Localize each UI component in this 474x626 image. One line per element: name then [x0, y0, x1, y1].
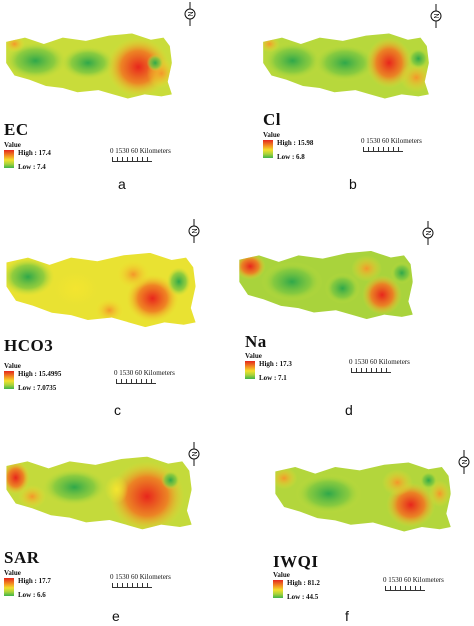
svg-text:N: N	[434, 13, 441, 18]
choropleth-map	[263, 33, 429, 99]
legend-high: High : 17.7	[18, 577, 51, 585]
scale-ticks	[351, 368, 391, 373]
legend-high: High : 15.4995	[18, 370, 62, 378]
panel-letter: c	[114, 402, 121, 418]
choropleth-map	[275, 462, 451, 532]
north-arrow-icon: N	[187, 219, 201, 243]
scale-bar: 0 1530 60 Kilometers	[383, 576, 444, 591]
map-panel-iwqi: N IWQI Value High : 81.2 Low : 44.5 0 15…	[237, 418, 474, 626]
map-title: HCO3	[4, 336, 54, 355]
color-ramp	[245, 361, 255, 379]
svg-text:N: N	[426, 230, 433, 235]
north-arrow-icon: N	[429, 4, 443, 28]
legend-value-label: Value	[273, 571, 290, 579]
svg-text:N: N	[188, 11, 195, 16]
legend-high: High : 81.2	[287, 579, 320, 587]
scale-text: 0 1530 60 Kilometers	[110, 147, 171, 155]
svg-text:N: N	[192, 451, 199, 456]
legend-value-label: Value	[263, 131, 280, 139]
map-panel-cl: N Cl Value High : 15.98 Low : 6.8 0 1530…	[237, 0, 474, 209]
legend-low: Low : 7.4	[18, 163, 46, 171]
map-panel-sar: N SAR Value High : 17.7 Low : 6.6 0 1530…	[0, 418, 237, 626]
north-arrow-icon: N	[457, 450, 471, 474]
scale-bar: 0 1530 60 Kilometers	[349, 358, 410, 373]
choropleth-map	[6, 33, 172, 99]
color-ramp	[4, 578, 14, 596]
scale-ticks	[112, 583, 152, 588]
panel-letter: d	[345, 402, 353, 418]
north-arrow-icon: N	[187, 442, 201, 466]
legend: Value High : 17.7 Low : 6.6	[4, 569, 74, 601]
map-title: SAR	[4, 548, 40, 567]
svg-text:N: N	[462, 459, 469, 464]
map-title: IWQI	[273, 552, 319, 571]
map-title: EC	[4, 120, 29, 139]
legend: Value High : 17.3 Low : 7.1	[245, 352, 315, 384]
color-ramp	[263, 140, 273, 158]
scale-text: 0 1530 60 Kilometers	[110, 573, 171, 581]
choropleth-map	[6, 252, 196, 328]
legend-high: High : 17.3	[259, 360, 292, 368]
legend-low: Low : 6.8	[277, 153, 305, 161]
scale-ticks	[116, 379, 156, 384]
map-panel-na: N Na Value High : 17.3 Low : 7.1 0 1530 …	[237, 209, 474, 418]
legend-low: Low : 7.1	[259, 374, 287, 382]
scale-bar: 0 1530 60 Kilometers	[361, 137, 422, 152]
panel-letter: f	[345, 608, 349, 624]
color-ramp	[273, 580, 283, 598]
scale-text: 0 1530 60 Kilometers	[361, 137, 422, 145]
legend-value-label: Value	[4, 141, 21, 149]
scale-bar: 0 1530 60 Kilometers	[110, 147, 171, 162]
legend-value-label: Value	[4, 569, 21, 577]
legend-value-label: Value	[245, 352, 262, 360]
scale-bar: 0 1530 60 Kilometers	[110, 573, 171, 588]
choropleth-map	[239, 250, 413, 320]
legend-low: Low : 6.6	[18, 591, 46, 599]
scale-bar: 0 1530 60 Kilometers	[114, 369, 175, 384]
svg-text:N: N	[192, 228, 199, 233]
legend-low: Low : 44.5	[287, 593, 319, 601]
legend: Value High : 17.4 Low : 7.4	[4, 141, 74, 173]
scale-text: 0 1530 60 Kilometers	[114, 369, 175, 377]
map-panel-hco3: N HCO3 Value High : 15.4995 Low : 7.0735…	[0, 209, 237, 418]
legend-high: High : 17.4	[18, 149, 51, 157]
legend: Value High : 81.2 Low : 44.5	[273, 571, 343, 603]
north-arrow-icon: N	[421, 221, 435, 245]
legend-high: High : 15.98	[277, 139, 314, 147]
scale-ticks	[385, 586, 425, 591]
legend-value-label: Value	[4, 362, 21, 370]
panel-letter: a	[118, 176, 126, 192]
scale-ticks	[112, 157, 152, 162]
panel-letter: b	[349, 176, 357, 192]
scale-ticks	[363, 147, 403, 152]
north-arrow-icon: N	[183, 2, 197, 26]
map-title: Cl	[263, 110, 281, 129]
scale-text: 0 1530 60 Kilometers	[383, 576, 444, 584]
color-ramp	[4, 371, 14, 389]
color-ramp	[4, 150, 14, 168]
legend-low: Low : 7.0735	[18, 384, 57, 392]
scale-text: 0 1530 60 Kilometers	[349, 358, 410, 366]
panel-letter: e	[112, 608, 120, 624]
choropleth-map	[6, 456, 192, 530]
legend: Value High : 15.4995 Low : 7.0735	[4, 362, 84, 394]
map-title: Na	[245, 332, 267, 351]
legend: Value High : 15.98 Low : 6.8	[263, 131, 333, 163]
map-panel-ec: N EC Value High : 17.4 Low : 7.4 0 1530 …	[0, 0, 237, 209]
